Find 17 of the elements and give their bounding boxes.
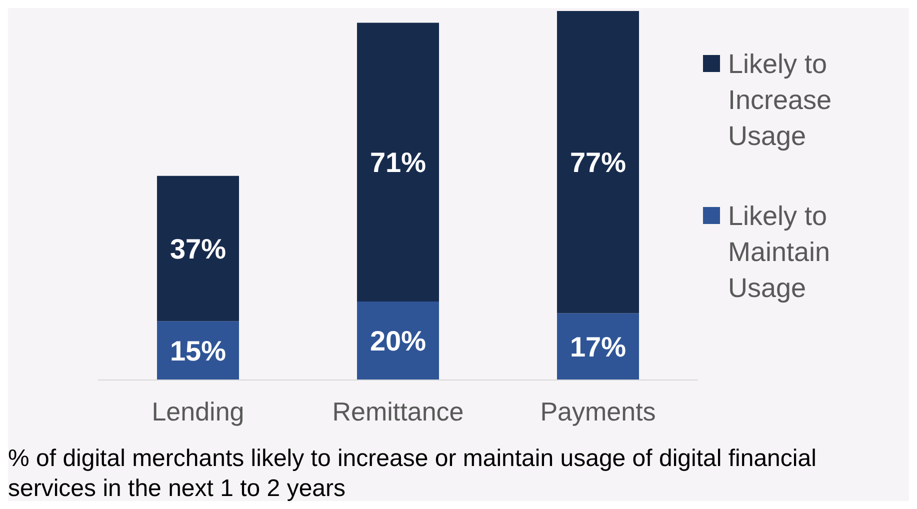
bar [557,11,639,314]
data-label: 77% [570,147,626,178]
bar [157,176,239,322]
data-label: 15% [170,336,226,366]
bar [557,313,639,380]
legend-label: Likely to Increase Usage [728,48,833,153]
legend-label: Likely to Maintain Usage [728,200,832,305]
x-tick-label: Remittance [332,396,464,426]
x-tick-label: Payments [540,396,656,426]
bar [357,22,439,302]
data-label: 71% [370,147,426,178]
data-label: 37% [170,233,226,264]
text: % of digital merchants likely to increase or maintain usage of digital financial services in the next 1 to 2 years [8,444,818,504]
x-tick-label: Lending [152,396,244,426]
data-label: 17% [570,332,626,363]
bar [357,301,439,380]
data-label: 20% [370,326,426,357]
